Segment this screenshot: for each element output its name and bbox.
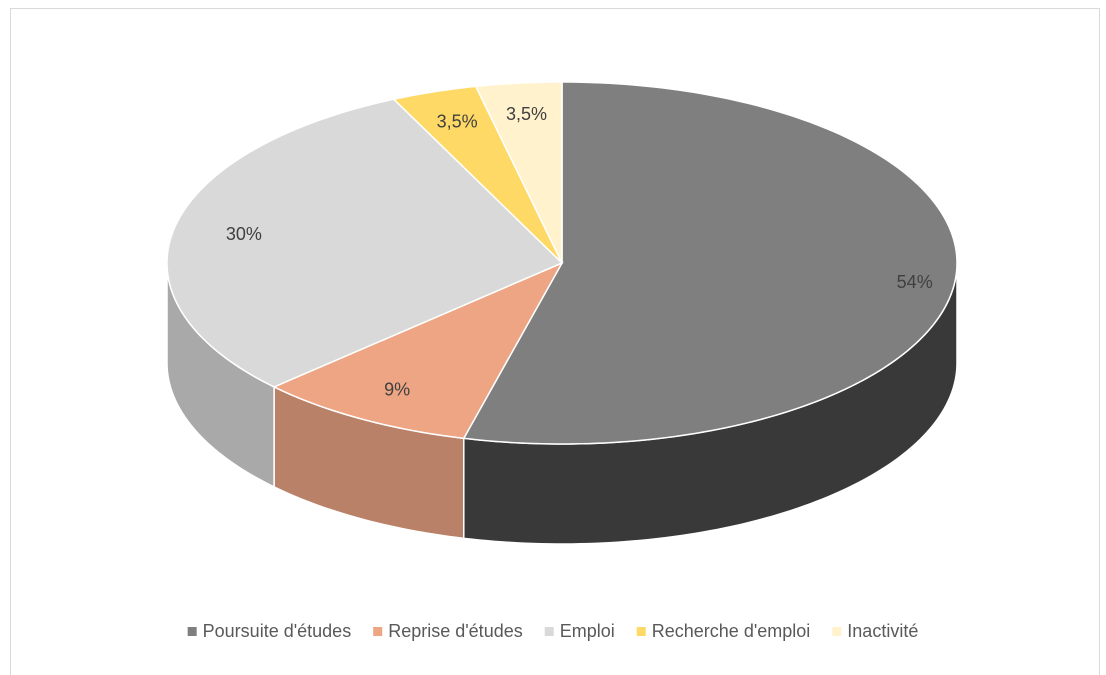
legend-marker [373, 627, 383, 636]
data-label: 9% [384, 380, 410, 400]
legend-label: Reprise d'études [388, 621, 523, 641]
slice [166, 98, 564, 388]
legend-label: Inactivité [847, 621, 918, 641]
data-label: 30% [226, 224, 262, 244]
legend-label: Recherche d'emploi [652, 621, 811, 641]
slice [272, 261, 564, 440]
legend-label: Emploi [560, 621, 615, 641]
data-label: 3,5% [437, 111, 478, 131]
legend-marker [636, 627, 646, 636]
data-label: 54% [897, 272, 933, 292]
side-walls [166, 262, 958, 545]
legend-marker [832, 627, 842, 636]
legend-marker [187, 627, 197, 636]
slice [462, 81, 958, 445]
legend-marker [544, 627, 554, 636]
slice [392, 85, 563, 264]
data-label: 3,5% [506, 104, 547, 124]
legend-label: Poursuite d'études [203, 621, 352, 641]
legend: Poursuite d'études Reprise d'études Emploi… [187, 621, 918, 641]
slice [474, 81, 563, 264]
